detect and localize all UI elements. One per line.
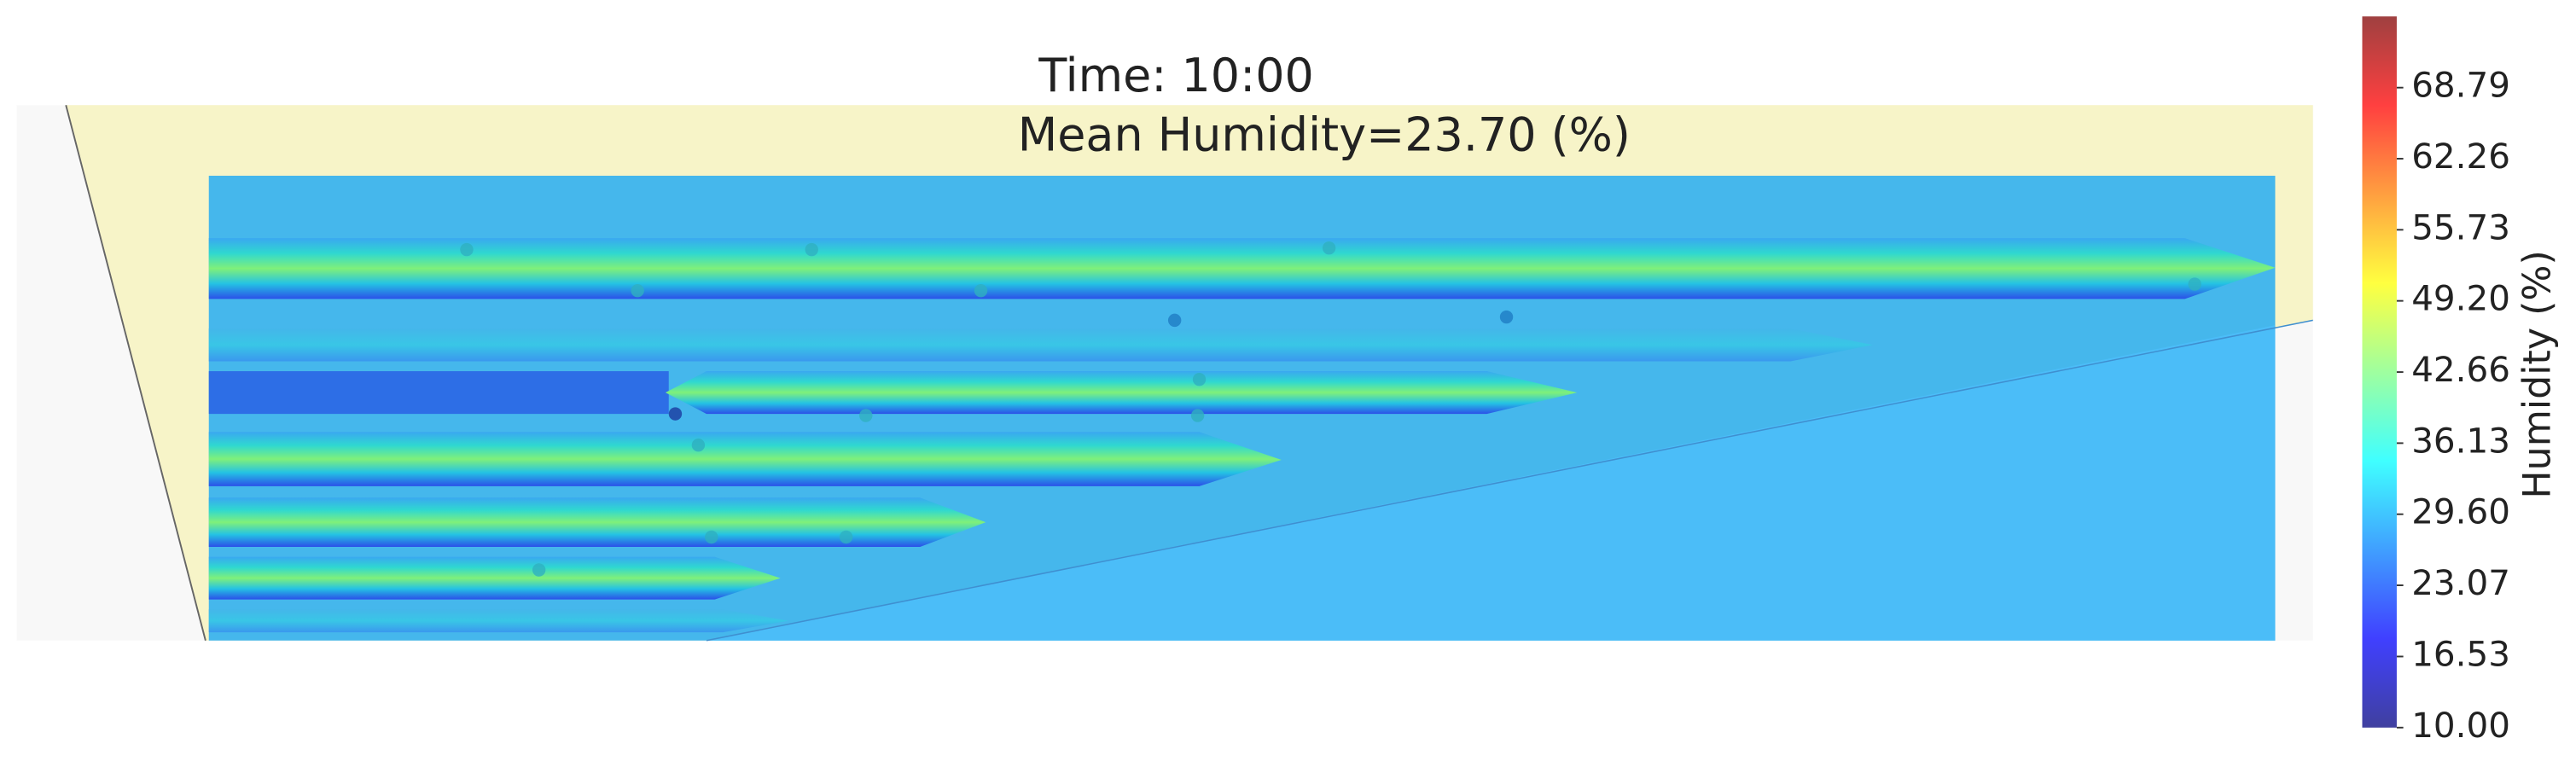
sensor [2188,277,2201,291]
colorbar-tick-label: 62.26 [2411,136,2510,177]
streak [208,609,789,633]
colorbar-tick-label: 36.13 [2411,420,2510,461]
chart-title: Time: 10:00 [1038,49,1313,102]
colorbar-tick-label: 29.60 [2411,491,2510,532]
sensor [1167,313,1182,328]
sensor [1499,310,1514,324]
colorbar-tick-label: 68.79 [2411,65,2510,106]
chart-subtitle: Mean Humidity=23.70 (%) [1018,107,1631,161]
sensor [839,530,853,544]
domain-edge [706,319,2313,642]
streak [208,371,669,415]
sensor [1190,409,1205,422]
sensor [974,284,988,298]
sensors [460,241,2201,577]
streak [208,328,1873,362]
colorbar-tick-label: 49.20 [2411,278,2510,319]
sensor [631,284,644,298]
colorbar-tick-label: 42.66 [2411,349,2510,390]
colorbar [2362,16,2397,728]
streak [208,432,1282,486]
sensor [532,563,546,577]
streak [208,556,781,600]
streak [208,238,2276,299]
streak [208,497,986,548]
sensor [805,242,818,257]
sensor [691,438,706,452]
sensor [705,530,718,544]
colorbar-label: Humidity (%) [2515,250,2559,498]
sensor [859,409,873,422]
sensor [1192,372,1207,386]
sensor [460,242,474,257]
colorbar-tick-label: 23.07 [2411,562,2510,603]
sensor [1322,241,1336,255]
sensor [668,407,683,421]
field [16,104,2313,642]
colorbar-tick-label: 16.53 [2411,633,2510,674]
colorbar-tick-label: 55.73 [2411,206,2510,247]
domain-edge [65,104,206,642]
colorbar-tick-label: 10.00 [2411,705,2510,746]
streak [665,371,1578,415]
